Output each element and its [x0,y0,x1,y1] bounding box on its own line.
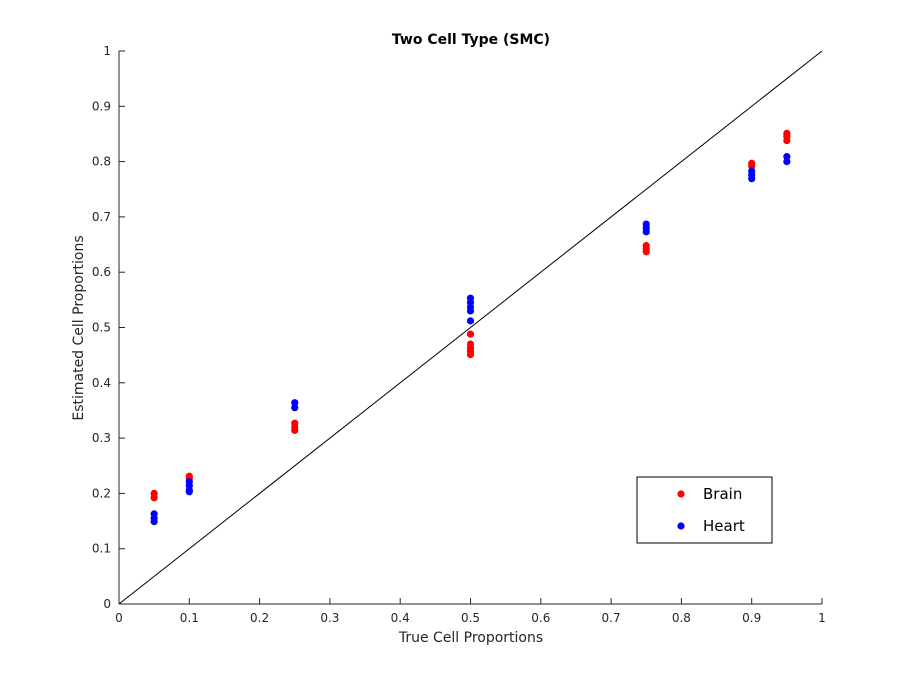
axes: 0 0.1 0.2 0.3 0.4 0.5 0.6 0.7 0.8 0.9 1 0 0.1 0.2 0.3 0… [92,44,826,625]
y-tick-label: 0.6 [92,265,111,279]
reference-line [118,50,823,605]
chart-title: Two Cell Type (SMC) [392,32,550,48]
point-heart [466,307,475,315]
y-tick-label: 0.8 [92,155,111,169]
y-tick-label: 0.4 [92,376,111,390]
y-tick-label: 0.1 [92,542,111,556]
point-heart [642,228,650,236]
x-tick-label: 0.8 [672,611,691,625]
point-brain [291,426,299,434]
x-tick-label: 0.1 [180,611,199,625]
legend-label-heart: Heart [703,517,745,535]
point-heart [748,175,756,183]
x-tick-label: 0.6 [531,611,550,625]
y-axis-label: Estimated Cell Proportions [71,235,87,420]
point-brain [150,494,158,502]
point-heart [291,399,299,407]
x-tick-label: 0.3 [320,611,339,625]
x-axis-label: True Cell Proportions [398,630,543,646]
x-tick-label: 0.7 [602,611,621,625]
point-brain [466,350,475,359]
y-tick-label: 0.3 [92,431,111,445]
x-tick-label: 0.9 [742,611,761,625]
legend-label-brain: Brain [703,485,742,503]
point-heart [466,317,475,325]
legend-marker-brain [677,490,685,498]
point-heart [783,153,791,161]
x-tick-label: 0 [115,611,123,625]
y-tick-label: 0.7 [92,210,111,224]
x-tick-label: 0.5 [461,611,480,625]
point-heart [185,488,193,496]
point-brain [783,136,791,145]
legend-marker-heart [677,522,685,530]
data-points [150,129,791,526]
x-tick-label: 1 [818,611,826,625]
y-tick-label: 0.2 [92,486,111,500]
point-heart [150,518,158,526]
point-brain [748,162,756,170]
y-tick-label: 1 [103,44,111,58]
point-brain [466,330,475,338]
point-heart [783,158,791,166]
legend: Brain Heart [636,476,773,544]
point-brain [642,248,650,256]
y-tick-label: 0.9 [92,99,111,113]
legend-box [636,476,773,544]
x-tick-label: 0.2 [250,611,269,625]
y-tick-label: 0 [103,597,111,611]
point-heart [291,404,299,412]
x-tick-label: 0.4 [391,611,410,625]
y-tick-label: 0.5 [92,321,111,335]
